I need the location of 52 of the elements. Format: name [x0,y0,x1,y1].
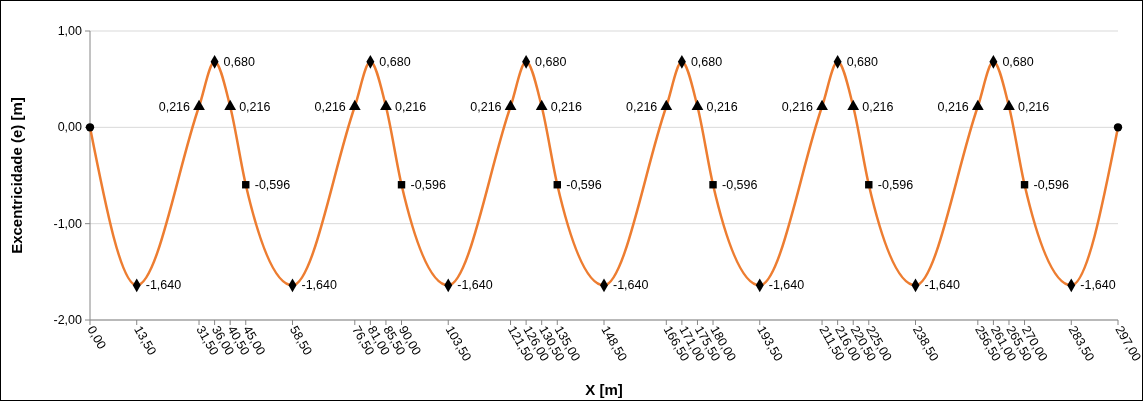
data-label: -1,640 [1080,278,1116,293]
data-label: -0,596 [722,177,758,192]
data-label: 0,680 [379,54,411,69]
point [660,99,673,110]
point [847,99,860,110]
point [85,123,95,132]
data-label: 0,216 [239,99,271,114]
data-label: -0,596 [254,177,291,192]
data-label: -0,596 [877,177,914,192]
data-label: -1,640 [301,278,337,293]
data-label: 0,216 [626,99,658,114]
point [348,99,361,110]
data-label: 0,216 [862,99,894,114]
point [504,99,517,110]
data-label: 0,216 [470,99,502,114]
data-label: 0,680 [1002,54,1034,69]
point [380,99,392,110]
point [193,99,205,110]
point [535,99,548,110]
data-label: -0,596 [1033,177,1070,192]
data-label: -1,640 [768,278,805,293]
data-label: 0,680 [223,54,255,69]
y-axis-title: Excentricidade (e) [m] [8,97,25,254]
y-tick-label: 0,00 [57,120,83,135]
point [816,99,828,110]
data-label: 0,216 [706,99,738,114]
data-label: 0,216 [550,99,583,114]
y-tick-label: -1,00 [53,216,83,231]
point [1113,123,1123,132]
data-label: -0,596 [410,177,447,192]
point [691,99,704,110]
y-tick-label: 1,00 [57,24,83,38]
x-axis-title: X [m] [585,381,623,398]
point [709,181,717,189]
point [1003,99,1015,110]
point [971,99,984,110]
data-label: 0,680 [690,54,723,69]
data-label: 0,680 [535,54,567,69]
data-label: -1,640 [457,278,493,293]
data-label: 0,216 [1017,99,1050,114]
data-label: 0,216 [781,99,814,114]
data-label: 0,680 [846,54,878,69]
data-label: -0,596 [566,177,602,192]
data-label: -1,640 [924,278,961,293]
data-label: -1,640 [613,278,649,293]
y-tick-label: -2,00 [53,313,83,327]
data-label: 0,216 [314,99,346,114]
data-label: 0,216 [158,99,191,114]
data-label: -1,640 [145,278,182,293]
data-label: 0,216 [937,99,969,114]
data-label: 0,216 [394,99,427,114]
point [224,99,237,110]
